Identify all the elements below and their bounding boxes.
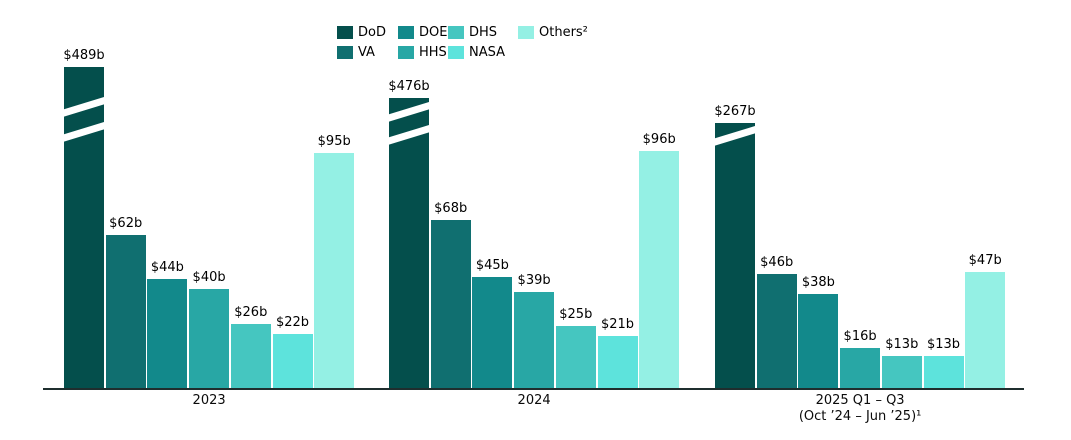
bar-dod-2024 — [389, 98, 429, 388]
bar-value-label-va-2023: $62b — [109, 216, 143, 231]
x-tick-line: 2023 — [192, 393, 226, 408]
bar-va-2023 — [105, 235, 146, 388]
bar-value-label-dod-2024: $476b — [388, 79, 430, 94]
bar-va-2025q1q3 — [756, 274, 797, 388]
bar-va-2024 — [430, 220, 471, 388]
bar-value-label-doe-2024: $45b — [475, 258, 509, 273]
legend-item-va: VA — [337, 44, 398, 60]
legend-label: HHS — [419, 44, 447, 60]
x-tick-line: (Oct ’24 – Jun ’25)¹ — [798, 409, 922, 424]
bar-value-label-nasa-2025q1q3: $13b — [926, 337, 961, 352]
bar-value-label-hhs-2024: $39b — [517, 273, 551, 288]
bar-value-label-dod-2025q1q3: $267b — [714, 104, 756, 119]
legend-label: VA — [358, 44, 375, 60]
bar-nasa-2024 — [597, 336, 638, 388]
legend-item-doe: DOE — [398, 24, 448, 40]
bar-nasa-2023 — [272, 334, 313, 388]
bar-hhs-2023 — [189, 289, 230, 388]
axis-break-mark — [389, 122, 429, 147]
chart-legend: DoD VA DOE HHS DHS NASA Others² — [337, 22, 588, 62]
bar-doe-2024 — [472, 277, 513, 388]
legend-swatch-dod — [337, 25, 353, 39]
legend-swatch-others — [518, 25, 534, 39]
legend-label: Others² — [539, 24, 588, 40]
legend-item-others: Others² — [518, 24, 588, 40]
bar-value-label-others-2025q1q3: $47b — [968, 253, 1002, 268]
bar-hhs-2025q1q3 — [840, 348, 881, 388]
legend-item-hhs: HHS — [398, 44, 448, 60]
legend-item-dod: DoD — [337, 24, 398, 40]
legend-item-nasa: NASA — [448, 44, 518, 60]
bar-value-label-nasa-2024: $21b — [600, 317, 635, 332]
bar-doe-2023 — [147, 279, 188, 388]
axis-break-mark — [64, 119, 104, 144]
bar-value-label-dhs-2024: $25b — [559, 307, 593, 322]
legend-swatch-nasa — [448, 45, 464, 59]
axis-break-mark — [389, 99, 429, 124]
bar-value-label-others-2024: $96b — [642, 132, 676, 147]
axis-break-mark — [64, 94, 104, 119]
bar-dhs-2023 — [230, 324, 271, 388]
bar-value-label-others-2023: $95b — [317, 134, 351, 149]
bar-value-label-va-2025q1q3: $46b — [760, 255, 794, 270]
legend-swatch-dhs — [448, 25, 464, 39]
bar-others-2025q1q3 — [965, 272, 1006, 388]
legend-label: NASA — [469, 44, 506, 60]
legend-swatch-hhs — [398, 45, 414, 59]
bar-value-label-dhs-2025q1q3: $13b — [885, 337, 919, 352]
bar-value-label-hhs-2023: $40b — [192, 270, 226, 285]
axis-break-mark — [715, 123, 755, 148]
legend-item-dhs: DHS — [448, 24, 518, 40]
x-tick-2025q1q3: 2025 Q1 – Q3 (Oct ’24 – Jun ’25)¹ — [799, 393, 922, 425]
bar-value-label-hhs-2025q1q3: $16b — [843, 329, 877, 344]
bar-value-label-doe-2023: $44b — [150, 260, 184, 275]
x-axis-line — [43, 388, 1024, 390]
x-tick-line: 2025 Q1 – Q3 — [815, 393, 905, 408]
bar-value-label-nasa-2023: $22b — [275, 315, 310, 330]
bar-value-label-doe-2025q1q3: $38b — [801, 275, 835, 290]
x-tick-line: 2024 — [517, 393, 551, 408]
bar-dod-2023 — [64, 67, 104, 388]
legend-swatch-va — [337, 45, 353, 59]
bar-value-label-dod-2023: $489b — [63, 48, 105, 63]
bar-value-label-va-2024: $68b — [434, 201, 468, 216]
bar-doe-2025q1q3 — [798, 294, 839, 388]
legend-label: DoD — [358, 24, 386, 40]
bar-value-label-dhs-2023: $26b — [234, 305, 268, 320]
x-tick-2023: 2023 — [193, 393, 226, 409]
bar-others-2024 — [639, 151, 680, 388]
x-tick-2024: 2024 — [518, 393, 551, 409]
bar-dod-2025q1q3 — [715, 123, 755, 388]
legend-label: DHS — [469, 24, 498, 40]
legend-swatch-doe — [398, 25, 414, 39]
bar-nasa-2025q1q3 — [923, 356, 964, 388]
bar-dhs-2024 — [555, 326, 596, 388]
bar-hhs-2024 — [514, 292, 555, 388]
bar-others-2023 — [314, 153, 355, 388]
bar-dhs-2025q1q3 — [881, 356, 922, 388]
legend-label: DOE — [419, 24, 448, 40]
